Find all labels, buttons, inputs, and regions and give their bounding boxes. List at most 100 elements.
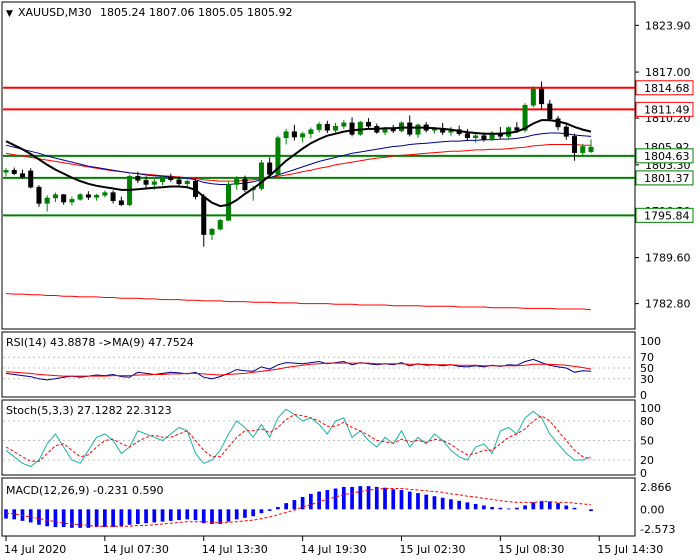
bull-candle[interactable] (415, 124, 421, 135)
price-panel-frame (1, 1, 636, 330)
bull-candle[interactable] (44, 197, 50, 204)
stoch-label: Stoch(5,3,3) 27.1282 22.3123 (6, 404, 172, 417)
bull-candle[interactable] (473, 135, 479, 138)
bear-candle[interactable] (291, 131, 297, 138)
bear-candle[interactable] (61, 194, 67, 203)
bear-candle[interactable] (143, 180, 149, 185)
bear-candle[interactable] (135, 176, 141, 181)
resistance-level-badge (635, 101, 694, 117)
macd-panel[interactable]: 2.866 0.00 -2.573 (4, 481, 675, 536)
bull-candle[interactable] (308, 129, 314, 134)
support-level-label: 1795.84 (644, 209, 690, 222)
bear-candle[interactable] (19, 173, 25, 178)
bull-candle[interactable] (275, 137, 281, 175)
rsi-ma-line (5, 362, 592, 377)
osc-tick-label: 50 (640, 435, 654, 448)
bull-candle[interactable] (382, 128, 388, 133)
bull-candle[interactable] (341, 122, 347, 127)
bull-candle[interactable] (522, 104, 528, 131)
macd-tick-label: 2.866 (640, 481, 672, 494)
bull-candle[interactable] (283, 131, 289, 138)
ma-fast-line (5, 119, 592, 208)
symbol-label: XAUUSD,M30 (18, 6, 92, 19)
bear-candle[interactable] (366, 121, 372, 127)
resistance-level-label: 1811.49 (644, 103, 690, 116)
bear-candle[interactable] (481, 135, 487, 141)
bull-candle[interactable] (217, 220, 223, 230)
bull-candle[interactable] (69, 199, 75, 203)
dropdown-arrow-icon[interactable]: ▼ (6, 9, 13, 19)
bear-candle[interactable] (11, 169, 17, 174)
time-tick-label: 14 Jul 13:30 (202, 543, 268, 556)
bull-candle[interactable] (258, 162, 264, 189)
bear-candle[interactable] (110, 192, 116, 201)
bear-candle[interactable] (36, 186, 42, 204)
bull-candle[interactable] (588, 146, 594, 152)
bear-candle[interactable] (176, 179, 182, 185)
stoch-panel-frame (1, 399, 636, 476)
bear-candle[interactable] (118, 200, 124, 206)
bull-candle[interactable] (52, 194, 58, 199)
bear-candle[interactable] (267, 162, 273, 175)
time-tick-label: 15 Jul 02:30 (399, 543, 465, 556)
bear-candle[interactable] (28, 170, 34, 188)
osc-tick-label: 20 (640, 454, 654, 467)
support-level-badge (635, 148, 694, 164)
price-tick-label: 1817.00 (645, 66, 691, 79)
bull-candle[interactable] (184, 180, 190, 185)
time-tick-label: 15 Jul 14:30 (597, 543, 663, 556)
bull-candle[interactable] (102, 192, 108, 196)
bull-candle[interactable] (530, 88, 536, 106)
bear-candle[interactable] (242, 178, 248, 191)
bull-candle[interactable] (94, 195, 100, 198)
bull-candle[interactable] (234, 178, 240, 185)
bull-candle[interactable] (209, 228, 215, 235)
panel-frames (1, 1, 636, 537)
bear-candle[interactable] (572, 136, 578, 153)
bull-candle[interactable] (3, 169, 9, 173)
time-tick-label: 14 Jul 2020 (4, 543, 66, 556)
bull-candle[interactable] (300, 133, 306, 138)
macd-signal-line (5, 488, 592, 527)
support-level-label: 1804.63 (644, 150, 690, 163)
osc-tick-label: 100 (640, 335, 661, 348)
osc-tick-label: 80 (640, 415, 654, 428)
bear-candle[interactable] (514, 127, 520, 131)
bull-candle[interactable] (316, 123, 322, 130)
support-level-label: 1801.37 (644, 172, 690, 185)
bear-candle[interactable] (349, 122, 355, 135)
bull-candle[interactable] (160, 176, 166, 183)
rsi-line (5, 358, 592, 381)
macd-tick-label: 0.00 (640, 503, 665, 516)
time-tick-label: 14 Jul 19:30 (301, 543, 367, 556)
bull-candle[interactable] (333, 125, 339, 131)
price-tick-label: 1823.90 (645, 19, 691, 32)
macd-tick-label: -2.573 (640, 523, 675, 536)
bear-candle[interactable] (547, 103, 553, 120)
bear-candle[interactable] (324, 123, 330, 131)
ma-mid-line (5, 132, 592, 185)
bear-candle[interactable] (168, 176, 174, 180)
bull-candle[interactable] (151, 181, 157, 185)
time-tick-label: 15 Jul 08:30 (498, 543, 564, 556)
osc-tick-label: 50 (640, 362, 654, 375)
bear-candle[interactable] (201, 196, 207, 235)
bull-candle[interactable] (357, 121, 363, 135)
bear-candle[interactable] (539, 88, 545, 105)
bull-candle[interactable] (77, 194, 83, 200)
osc-tick-label: 0 (640, 467, 647, 480)
osc-tick-label: 100 (640, 402, 661, 415)
price-panel[interactable]: 1823.901817.001810.201803.301796.501789.… (3, 19, 694, 311)
bull-candle[interactable] (225, 184, 231, 221)
bull-candle[interactable] (580, 146, 586, 153)
bear-candle[interactable] (85, 194, 91, 198)
macd-panel-frame (1, 477, 636, 537)
bear-candle[interactable] (464, 133, 470, 138)
osc-tick-label: 70 (640, 351, 654, 364)
bear-candle[interactable] (563, 126, 569, 137)
stoch-signal-line (5, 413, 592, 462)
